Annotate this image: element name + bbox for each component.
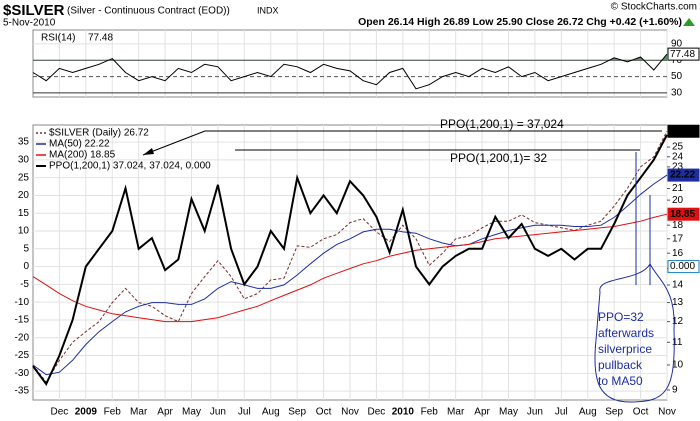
x-tick-label: Feb: [104, 407, 122, 418]
last-value-label: 18.85: [670, 209, 695, 220]
x-tick-label: Jun: [210, 407, 226, 418]
x-tick-label: Jul: [238, 407, 251, 418]
arrow-head: [143, 148, 154, 155]
last-value-box: [667, 124, 700, 138]
rsi-title: RSI(14): [41, 33, 75, 44]
legend-entry: MA(50) 22.22: [49, 139, 110, 150]
y2-tick-label: 23: [672, 162, 684, 173]
signal-label: 0.000: [670, 261, 695, 272]
x-tick-label: Dec: [51, 407, 69, 418]
x-tick-label: Dec: [368, 407, 386, 418]
y-tick-label: -30: [15, 368, 30, 379]
x-tick-label: Oct: [633, 407, 649, 418]
y2-tick-label: 10: [672, 360, 684, 371]
y-tick-label: 25: [18, 172, 30, 183]
legend-entry: PPO(1,200,1) 37.024,: [49, 161, 146, 172]
x-tick-label: Sep: [288, 407, 306, 418]
x-tick-label: Feb: [421, 407, 439, 418]
y-tick-label: 10: [18, 226, 30, 237]
x-tick-label: Oct: [316, 407, 332, 418]
note-line: silverprice: [598, 342, 652, 356]
y2-tick-label: 14: [672, 280, 684, 291]
y-tick-label: 20: [18, 190, 30, 201]
annotation: PPO(1,200,1) = 37,024: [440, 117, 564, 131]
rsi-line: [32, 53, 668, 90]
legend-extra: 37.024,: [149, 161, 182, 172]
series-line: [32, 213, 668, 323]
y2-tick-label: 9: [672, 385, 678, 396]
x-tick-label: 2009: [75, 407, 98, 418]
y2-tick-label: 13: [672, 297, 684, 308]
legend-entry: $SILVER (Daily) 26.72: [49, 128, 149, 139]
note-outline: [594, 262, 675, 403]
last-value-label: 77.48: [670, 49, 695, 60]
date: 5-Nov-2010: [3, 18, 56, 29]
y2-tick-label: 24: [672, 151, 684, 162]
x-tick-label: Nov: [341, 407, 359, 418]
y-tick-label: 0: [23, 261, 29, 272]
annotation: PPO(1,200,1)= 32: [450, 151, 547, 165]
x-tick-label: Aug: [262, 407, 280, 418]
x-tick-label: Apr: [474, 407, 490, 418]
x-tick-label: Sep: [605, 407, 623, 418]
y2-tick-label: 18: [672, 220, 684, 231]
y-tick-label: -15: [15, 315, 30, 326]
y2-tick-label: 16: [672, 248, 684, 259]
note-line: to MA50: [598, 374, 643, 388]
y2-tick-label: 12: [672, 316, 684, 327]
last-value-label: 22.22: [670, 170, 695, 181]
legend-signal: 0.000: [186, 161, 211, 172]
y-tick-label: -25: [15, 350, 30, 361]
note-line: pullback: [598, 358, 643, 372]
series-line: [32, 134, 668, 386]
y2-tick-label: 11: [672, 337, 683, 348]
x-tick-label: Jul: [555, 407, 568, 418]
description: (Silver - Continuous Contract (EOD)): [67, 6, 230, 17]
y-tick-label: -5: [20, 279, 29, 290]
x-tick-label: May: [499, 407, 518, 418]
y-tick-label: 15: [18, 208, 30, 219]
x-tick-label: Mar: [130, 407, 148, 418]
annotation-arrow: [142, 130, 206, 156]
y-tick-label: 30: [671, 88, 683, 99]
x-tick-label: 2010: [392, 407, 415, 418]
y-tick-label: -35: [15, 386, 30, 397]
x-tick-label: Aug: [579, 407, 597, 418]
x-tick-label: Apr: [157, 407, 173, 418]
y2-tick-label: 25: [672, 142, 684, 153]
symbol: $SILVER: [3, 2, 65, 19]
y-tick-label: 30: [18, 155, 30, 166]
series-line: [32, 174, 668, 376]
y2-tick-label: 17: [672, 233, 684, 244]
x-tick-label: Jun: [527, 407, 543, 418]
x-tick-label: Nov: [658, 407, 676, 418]
y2-tick-label: 20: [672, 195, 684, 206]
copyright: © StockCharts.com: [611, 2, 697, 13]
legend-entry: MA(200) 18.85: [49, 150, 116, 161]
last-value-box: [667, 168, 700, 182]
x-tick-label: May: [182, 407, 201, 418]
y-tick-label: 35: [18, 137, 30, 148]
signal-box: [667, 260, 700, 274]
layers: 90705030RSI(14)77.4877.48Dec2009FebMarAp…: [15, 30, 700, 418]
last-value-box: [667, 207, 700, 221]
last-value-box: [667, 47, 700, 61]
y-tick-label: 90: [671, 39, 683, 50]
y-tick-label: 5: [23, 243, 29, 254]
y-tick-label: 50: [671, 71, 683, 82]
x-tick-label: Mar: [447, 407, 465, 418]
note-line: PPO=32: [598, 310, 644, 324]
y2-tick-label: 21: [672, 183, 684, 194]
y-tick-label: -10: [15, 297, 30, 308]
series-line: [32, 130, 668, 384]
exchange: INDX: [257, 5, 279, 15]
note-line: afterwards: [598, 326, 654, 340]
last-value-label: 26.72: [670, 126, 695, 137]
up-arrow: [683, 18, 695, 26]
quote: Open 26.14 High 26.89 Low 25.90 Close 26…: [358, 16, 682, 28]
rsi-last-value: 77.48: [88, 33, 113, 44]
y-tick-label: -20: [15, 332, 30, 343]
